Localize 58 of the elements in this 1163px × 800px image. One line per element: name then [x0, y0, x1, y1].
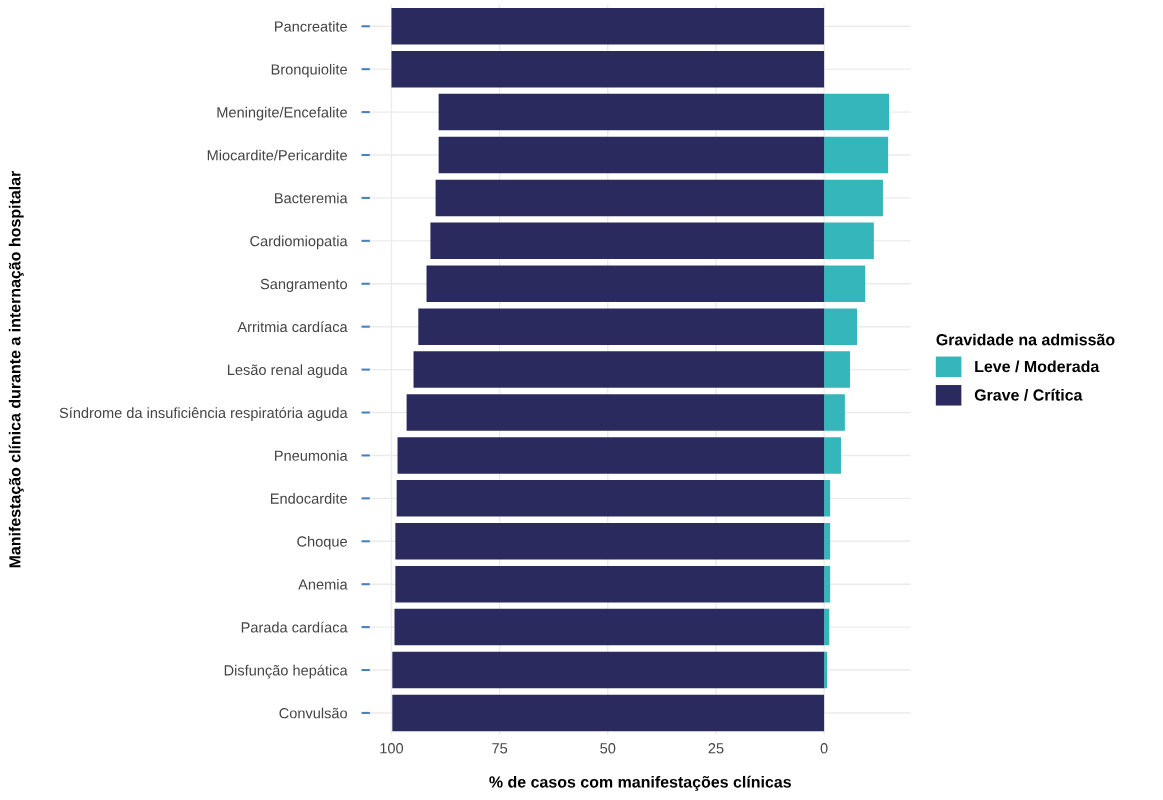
y-tick-label: Anemia: [298, 578, 348, 590]
bar: [413, 351, 825, 388]
bar: [824, 351, 851, 388]
y-tick-label: Sangramento: [260, 278, 348, 293]
y-tick-label: Parada cardíaca: [241, 621, 348, 633]
y-tick-label: Pneumonia: [275, 450, 348, 461]
bar: [824, 265, 866, 302]
bar: [392, 694, 825, 732]
bar: [824, 222, 874, 260]
bar: [394, 608, 825, 646]
y-tick-label: Arritmia cardíaca: [237, 321, 348, 333]
x-tick-label: 100: [380, 743, 404, 754]
bar: [418, 308, 825, 345]
y-tick-label: Endocardite: [270, 493, 347, 504]
y-tick-label: Miocardite/Pericardite: [207, 149, 347, 161]
bar: [396, 480, 825, 517]
bar: [391, 50, 825, 88]
bar: [824, 437, 841, 474]
bar: [397, 437, 825, 474]
y-tick-label: Bacteremia: [275, 192, 348, 204]
bar: [824, 308, 857, 345]
bar: [824, 136, 889, 174]
bar: [438, 93, 825, 131]
legend-label: Leve / Moderada: [975, 360, 1100, 373]
bar: [824, 608, 830, 646]
bar: [426, 265, 825, 302]
y-tick-label: Choque: [297, 535, 347, 550]
legend-title: Gravidade na admissão: [936, 333, 1115, 346]
x-axis-title: % de casos com manifestações clínicas: [489, 775, 791, 791]
x-tick-label: 50: [600, 743, 616, 754]
bar: [824, 523, 831, 560]
x-tick-label: 0: [820, 743, 828, 754]
y-tick-label: Pancreatite: [275, 20, 347, 32]
y-tick-label: Síndrome da insuficiência respiratória aguda: [59, 407, 348, 421]
bar: [395, 565, 825, 603]
bar: [824, 651, 828, 689]
y-tick-label: Disfunção hepática: [224, 664, 348, 679]
bar: [435, 179, 825, 217]
bar: [430, 222, 825, 260]
bar: [392, 651, 825, 689]
bar: [824, 394, 845, 431]
y-tick-label: Bronquiolite: [271, 63, 347, 78]
y-axis-title: Manifestação clínica durante a internação hospitalar: [8, 171, 24, 568]
bar: [406, 394, 825, 431]
y-tick-label: Lesão renal aguda: [228, 364, 348, 378]
bar: [824, 93, 889, 131]
legend-label: Grave / Crítica: [974, 388, 1083, 401]
bar: [391, 8, 825, 45]
bar: [824, 565, 831, 603]
bar: [824, 480, 831, 517]
y-tick-label: Meningite/Encefalite: [217, 106, 347, 121]
bar: [395, 523, 825, 560]
y-tick-label: Cardiomiopatia: [250, 235, 348, 250]
bar: [824, 179, 883, 217]
y-tick-label: Convulsão: [279, 707, 347, 719]
x-tick-label: 25: [708, 743, 724, 754]
bar: [438, 136, 825, 174]
x-tick-label: 75: [492, 743, 508, 754]
